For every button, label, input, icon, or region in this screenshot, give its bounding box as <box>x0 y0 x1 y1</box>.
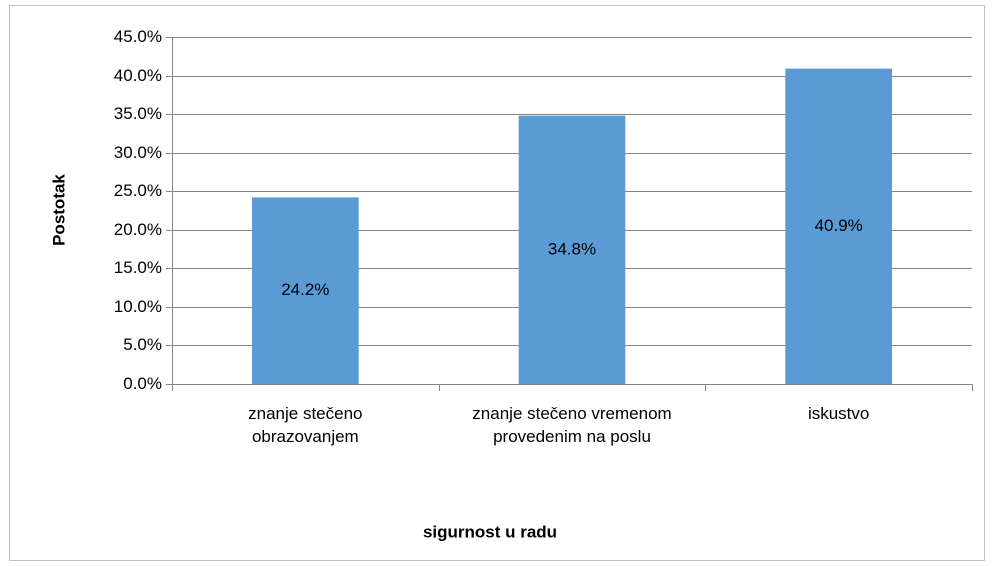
bar <box>518 115 626 385</box>
y-tick-label: 0.0% <box>123 374 162 393</box>
data-label: 24.2% <box>281 280 329 299</box>
y-axis-title: Postotak <box>49 174 68 246</box>
x-tick-label: znanje stečeno obrazovanjem <box>248 404 363 446</box>
y-tick-label: 15.0% <box>114 258 162 277</box>
data-label: 34.8% <box>548 239 596 258</box>
y-tick-label: 45.0% <box>114 27 162 46</box>
x-tick-label: znanje stečeno vremenom provedenim na po… <box>472 404 672 446</box>
y-tick-label: 5.0% <box>123 335 162 354</box>
y-tick-label: 35.0% <box>114 104 162 123</box>
data-label: 40.9% <box>815 216 863 235</box>
bar <box>785 68 892 385</box>
y-tick-label: 30.0% <box>114 143 162 162</box>
y-tick-label: 20.0% <box>114 220 162 239</box>
y-tick-label: 40.0% <box>114 66 162 85</box>
y-tick-label: 25.0% <box>114 181 162 200</box>
x-axis-title: sigurnost u radu <box>423 522 557 541</box>
bar <box>252 197 359 384</box>
y-tick-label: 10.0% <box>114 297 162 316</box>
x-tick-label: iskustvo <box>807 404 870 423</box>
